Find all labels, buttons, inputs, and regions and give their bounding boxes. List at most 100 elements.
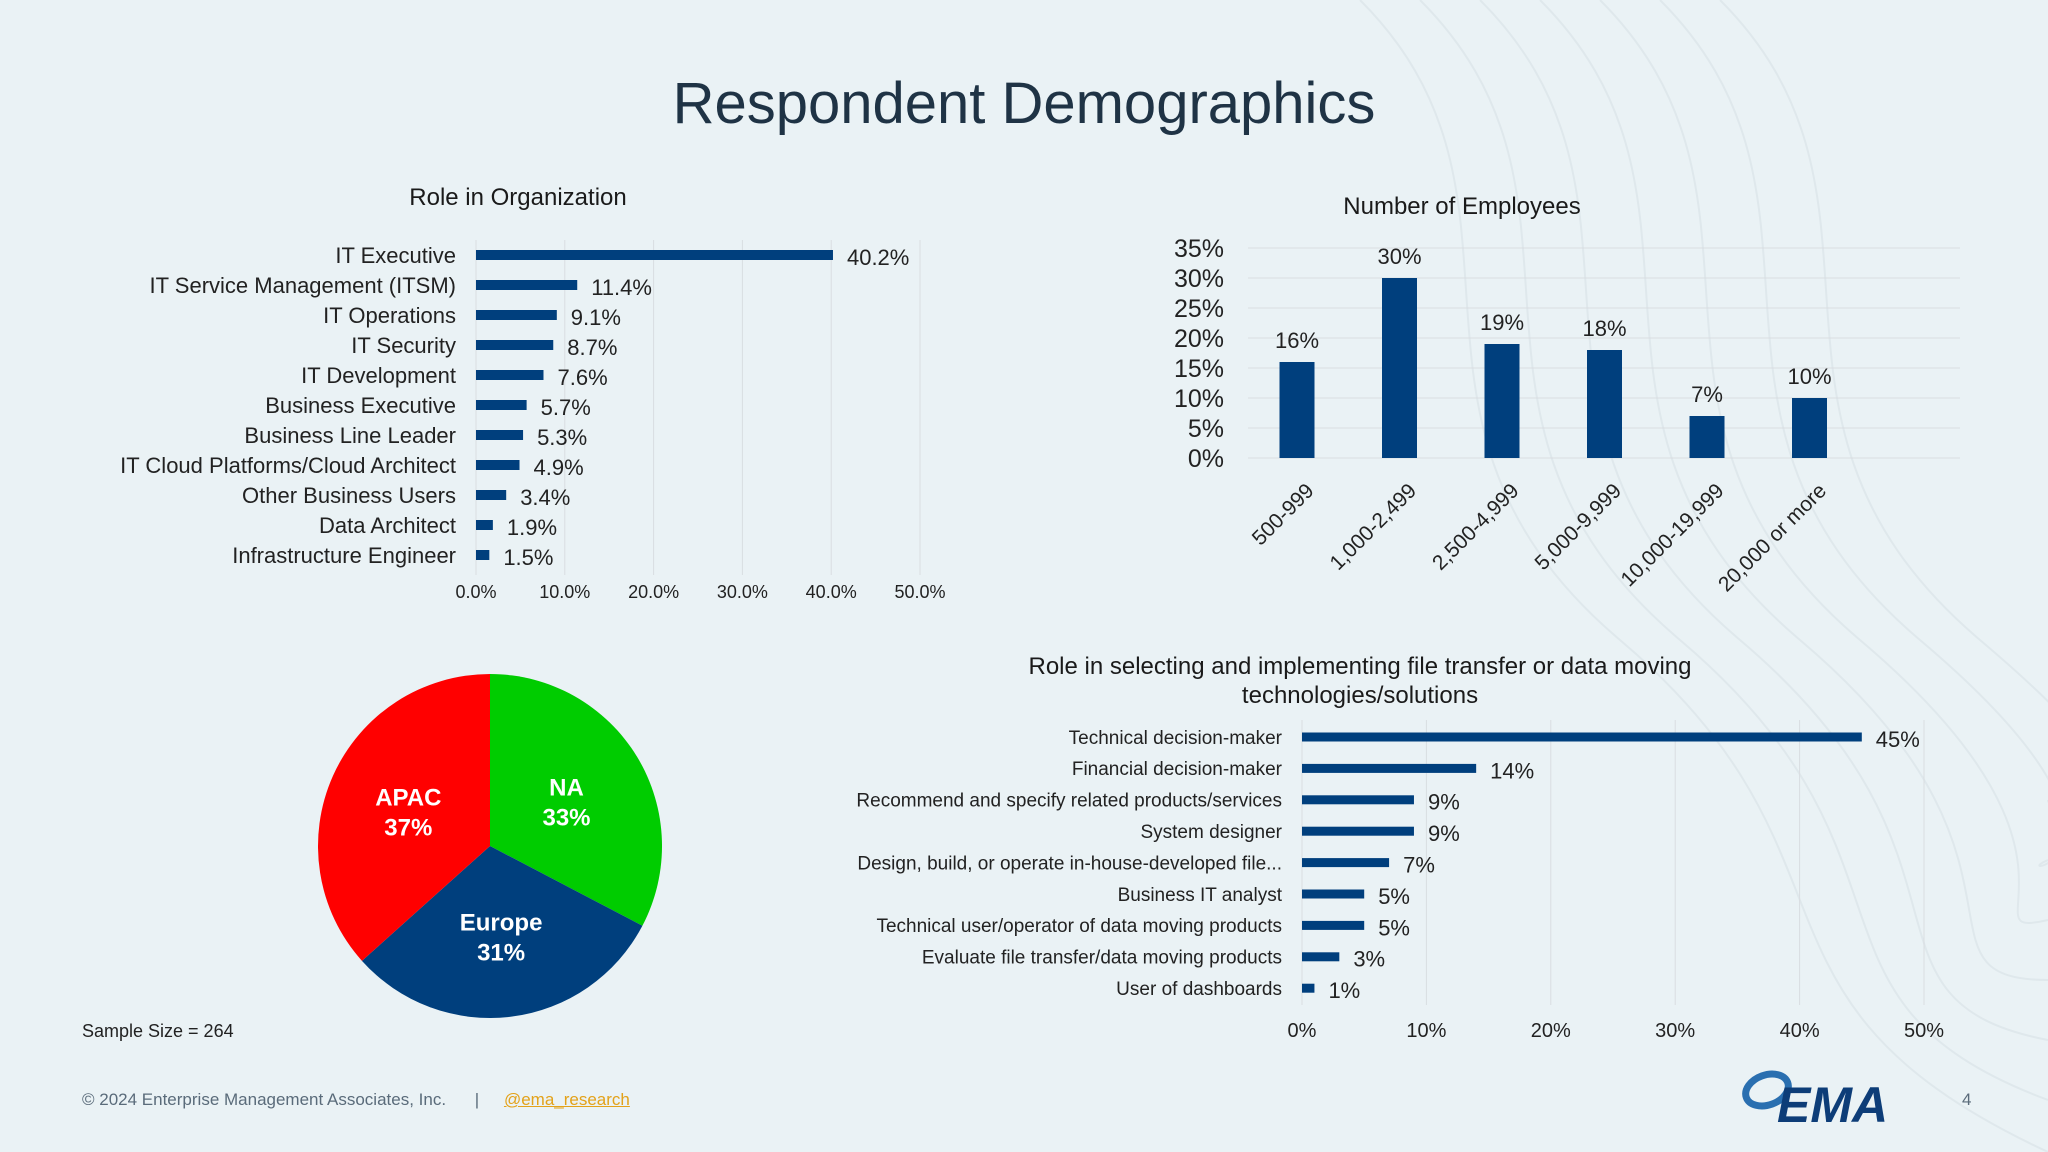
category-label: IT Cloud Platforms/Cloud Architect [120, 453, 456, 478]
x-tick-label: 30% [1655, 1020, 1695, 1042]
x-tick-label: 50% [1904, 1020, 1944, 1042]
data-label: 1.9% [507, 515, 557, 540]
bar [1302, 732, 1862, 742]
pie-slice [318, 674, 490, 961]
y-tick-label: 10% [1174, 385, 1224, 413]
data-label: 4.9% [534, 455, 584, 480]
category-label: Evaluate file transfer/data moving produ… [922, 948, 1282, 969]
bar [1302, 983, 1315, 993]
bar [476, 280, 578, 290]
category-label: Recommend and specify related products/s… [856, 791, 1282, 812]
category-label: User of dashboards [1116, 979, 1282, 1000]
data-label: 9% [1428, 821, 1460, 846]
pie-slice [361, 846, 643, 1018]
x-tick-label: 40% [1780, 1020, 1820, 1042]
twitter-handle-link[interactable]: @ema_research [503, 1090, 630, 1109]
sample-size: Sample Size = 264 [82, 1021, 234, 1041]
x-tick-label: 10.0% [539, 582, 590, 602]
x-tick-label: 0.0% [455, 582, 496, 602]
bar [476, 340, 554, 350]
data-label: 18% [1582, 316, 1626, 341]
region-pie-svg: NA 33% Europe 31% APAC 37% [318, 674, 662, 1018]
bar [1302, 920, 1365, 930]
bar [1302, 795, 1414, 805]
pie-slice-value: 37% [384, 815, 432, 842]
x-tick-label: 0% [1288, 1020, 1317, 1042]
data-label: 11.4% [591, 275, 652, 300]
x-category-label: 10,000-19,999 [1616, 479, 1728, 591]
category-label: Business IT analyst [1118, 885, 1283, 906]
category-label: IT Security [351, 333, 456, 358]
bar [1302, 952, 1340, 962]
category-label: Other Business Users [242, 483, 456, 508]
y-tick-label: 5% [1188, 415, 1224, 443]
category-label: IT Development [301, 363, 456, 388]
bar [1587, 350, 1622, 458]
footer: © 2024 Enterprise Management Associates,… [82, 1090, 630, 1110]
chart-title-line-1: Role in selecting and implementing file … [1028, 653, 1692, 680]
x-tick-label: 40.0% [806, 582, 857, 602]
background-wave-lines [1359, 0, 2048, 1152]
data-label: 5% [1378, 915, 1410, 940]
page-number: 4 [1962, 1090, 1972, 1109]
bar [1302, 889, 1365, 899]
y-tick-label: 15% [1174, 355, 1224, 383]
bar [476, 310, 557, 320]
data-label: 8.7% [567, 335, 617, 360]
bar [476, 520, 493, 530]
x-tick-label: 10% [1406, 1020, 1446, 1042]
chart-title: Number of Employees [1343, 193, 1581, 220]
bar [1302, 763, 1477, 773]
data-label: 3.4% [520, 485, 570, 510]
x-category-label: 2,500-4,999 [1428, 479, 1524, 575]
number-of-employees-chart: Number of Employees 0% 5% 10% 15% 20% 25% 30% 3… [1100, 185, 1960, 625]
bar [1792, 398, 1827, 458]
category-label: Business Executive [265, 393, 456, 418]
data-label: 10% [1787, 364, 1831, 389]
copyright: © 2024 Enterprise Management Associates,… [82, 1090, 447, 1109]
data-label: 1.5% [503, 545, 553, 570]
x-tick-label: 20% [1531, 1020, 1571, 1042]
category-label: Design, build, or operate in-house-devel… [857, 853, 1282, 874]
data-label: 7% [1691, 382, 1723, 407]
data-label: 3% [1353, 947, 1385, 972]
chart-title-line-2: technologies/solutions [1241, 682, 1479, 709]
bar [1302, 858, 1390, 868]
data-label: 30% [1377, 244, 1421, 269]
category-label: Infrastructure Engineer [232, 543, 456, 568]
data-label: 9.1% [571, 305, 621, 330]
pie-slice-label: APAC [375, 785, 441, 812]
x-category-label: 5,000-9,999 [1530, 479, 1626, 575]
category-label: Business Line Leader [244, 423, 456, 448]
bar [1484, 344, 1520, 458]
bar [476, 400, 527, 410]
category-label: Data Architect [319, 513, 456, 538]
category-label: IT Executive [335, 243, 456, 268]
data-label: 16% [1275, 328, 1319, 353]
y-tick-label: 30% [1174, 265, 1224, 293]
footer-separator: | [474, 1090, 480, 1109]
page-title: Respondent Demographics [672, 71, 1376, 136]
bar [476, 550, 490, 560]
y-tick-label: 35% [1174, 235, 1224, 263]
pie-slice-label: NA [549, 775, 584, 802]
bar [476, 370, 544, 380]
data-label: 5.7% [541, 395, 591, 420]
data-label: 40.2% [847, 245, 909, 270]
category-label: Technical decision-maker [1069, 728, 1283, 749]
pie-slice-value: 31% [477, 940, 525, 967]
data-label: 9% [1428, 790, 1460, 815]
chart-title: Role in selecting and implementing file … [960, 652, 1760, 710]
bar [476, 250, 833, 260]
data-label: 45% [1876, 727, 1920, 752]
x-category-label: 1,000-2,499 [1325, 479, 1421, 575]
role-bar-chart-svg: 0.0% 10.0% 20.0% 30.0% 40.0% 50.0% IT Executiv… [120, 240, 946, 602]
data-label: 7.6% [557, 365, 607, 390]
x-tick-label: 20.0% [628, 582, 679, 602]
role-in-organization-chart: Role in Organization 0.0% 10.0% 20.0% 30.0%… [0, 180, 960, 620]
y-tick-label: 0% [1188, 445, 1224, 473]
bar [476, 490, 507, 500]
category-label: IT Operations [323, 303, 456, 328]
logo-text: EMA [1777, 1077, 1888, 1126]
